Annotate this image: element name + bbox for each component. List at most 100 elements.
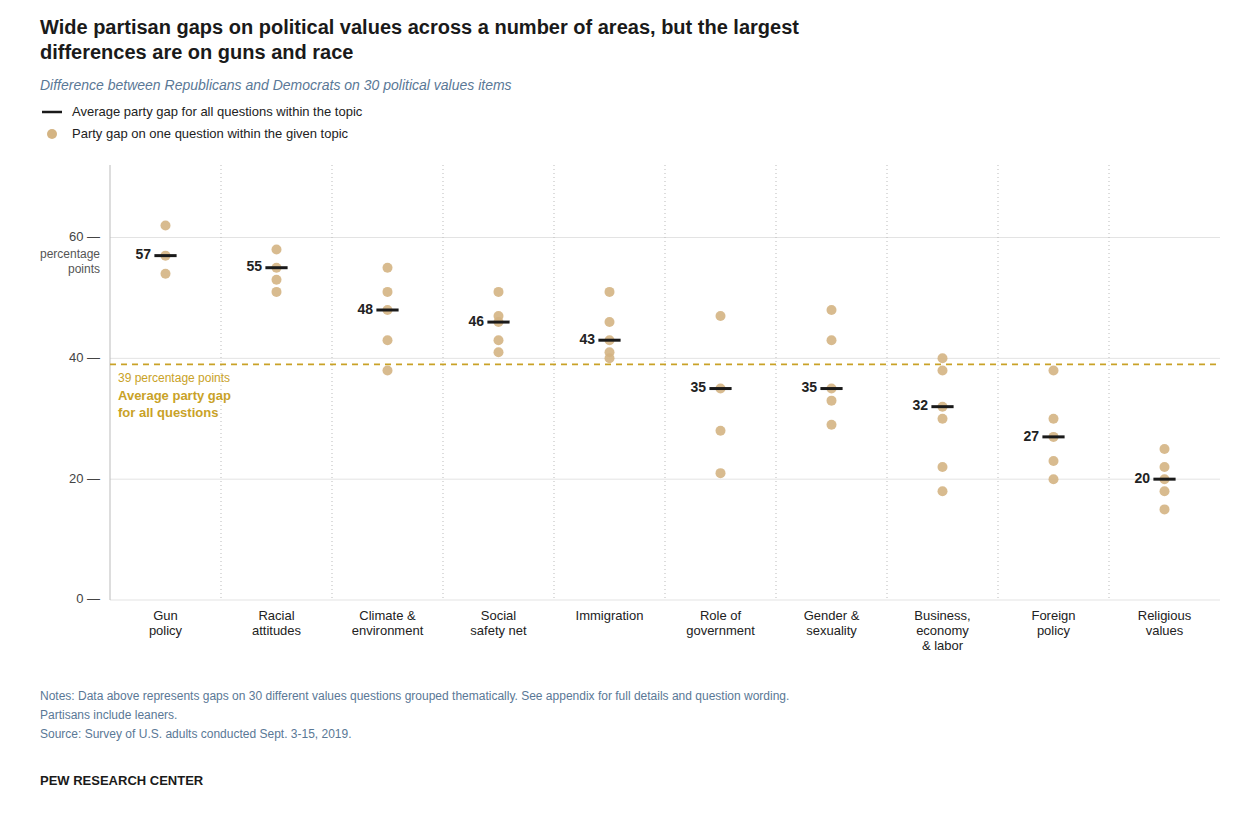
category-separator	[1109, 165, 1110, 600]
y-axis-line	[110, 165, 111, 600]
x-tick-label: Immigration	[576, 608, 644, 623]
x-tick-label: Socialsafety net	[470, 608, 527, 638]
dot	[161, 220, 171, 230]
text-line: values	[1146, 623, 1184, 638]
average-mark	[598, 339, 620, 342]
y-tick-label: 40 —	[69, 350, 100, 365]
note: Source: Survey of U.S. adults conducted …	[40, 727, 352, 741]
text-line: Religious	[1138, 608, 1192, 623]
data-label: 55	[246, 258, 262, 274]
axes: 0 —20 —40 —60 —percentagepointsGunpolicy…	[40, 165, 1220, 653]
x-tick-label: Gunpolicy	[149, 608, 183, 638]
dot	[383, 287, 393, 297]
dot	[1160, 486, 1170, 496]
data-labels: 57554846433535322720	[135, 246, 1150, 486]
legend-label: Average party gap for all questions with…	[72, 104, 363, 119]
average-mark	[154, 254, 176, 257]
text-line: safety net	[470, 623, 527, 638]
category-separator	[665, 165, 666, 600]
source: PEW RESEARCH CENTER	[40, 773, 204, 788]
dot	[494, 335, 504, 345]
text-line: economy	[916, 623, 969, 638]
legend-symbol	[47, 129, 57, 139]
text-line: Racial	[258, 608, 294, 623]
text-line: Wide partisan gaps on political values a…	[40, 16, 799, 38]
text-line: government	[686, 623, 755, 638]
dot	[938, 365, 948, 375]
category-separator	[887, 165, 888, 600]
data-label: 43	[579, 331, 595, 347]
dot	[605, 353, 615, 363]
footer: Notes: Data above represents gaps on 30 …	[40, 689, 789, 788]
x-tick-label: Religiousvalues	[1138, 608, 1192, 638]
dot	[827, 305, 837, 315]
dot	[716, 426, 726, 436]
text-line: Foreign	[1031, 608, 1075, 623]
text-line: attitudes	[252, 623, 302, 638]
x-tick-label: Business,economy& labor	[914, 608, 970, 653]
text-line: Gender &	[804, 608, 860, 623]
text-line: points	[68, 262, 100, 276]
dot	[827, 420, 837, 430]
y-tick-label: 20 —	[69, 471, 100, 486]
x-tick-label: Climate &environment	[352, 608, 424, 638]
average-mark	[376, 309, 398, 312]
average-mark	[487, 321, 509, 324]
dot	[383, 263, 393, 273]
legend-symbol	[42, 111, 62, 114]
text-line: differences are on guns and race	[40, 41, 353, 63]
dot	[1049, 414, 1059, 424]
category-separator	[332, 165, 333, 600]
subtitle: Difference between Republicans and Democ…	[40, 77, 512, 93]
data-label: 27	[1023, 428, 1039, 444]
dot	[1049, 456, 1059, 466]
y-tick-label: 0 —	[76, 591, 100, 606]
text-line: policy	[1037, 623, 1071, 638]
data-label: 32	[912, 397, 928, 413]
dot	[827, 396, 837, 406]
dot	[383, 365, 393, 375]
x-tick-label: Role ofgovernment	[686, 608, 755, 638]
legend: Average party gap for all questions with…	[42, 104, 363, 141]
note: Partisans include leaners.	[40, 708, 177, 722]
average-mark	[820, 387, 842, 390]
x-tick-label: Foreignpolicy	[1031, 608, 1075, 638]
dot	[827, 335, 837, 345]
average-mark	[265, 266, 287, 269]
category-separator	[443, 165, 444, 600]
text-line: Gun	[153, 608, 178, 623]
average-mark	[1153, 478, 1175, 481]
average-mark	[931, 405, 953, 408]
x-tick-label: Racialattitudes	[252, 608, 302, 638]
data-label: 35	[690, 379, 706, 395]
chart: Wide partisan gaps on political values a…	[0, 0, 1244, 819]
text-line: Social	[481, 608, 517, 623]
text-line: Average party gap	[118, 388, 231, 403]
dot	[605, 287, 615, 297]
dot	[1049, 365, 1059, 375]
text-line: sexuality	[806, 623, 857, 638]
text-line: for all questions	[118, 405, 218, 420]
text-line: Role of	[700, 608, 742, 623]
dot	[1049, 474, 1059, 484]
text-line: environment	[352, 623, 424, 638]
category-separator	[998, 165, 999, 600]
dot	[716, 468, 726, 478]
y-axis-label: percentagepoints	[40, 247, 100, 276]
category-separator	[554, 165, 555, 600]
plot-area	[110, 220, 1220, 514]
dot	[1160, 444, 1170, 454]
dot	[938, 353, 948, 363]
dot	[494, 287, 504, 297]
reference-annotation: 39 percentage pointsAverage party gapfor…	[118, 371, 231, 420]
reference-caption: Average party gap for all questions	[118, 388, 231, 420]
data-label: 20	[1134, 470, 1150, 486]
y-tick-label: 60 —	[69, 229, 100, 244]
text-line: Climate &	[359, 608, 416, 623]
text-line: & labor	[922, 638, 964, 653]
data-label: 57	[135, 246, 151, 262]
note: Notes: Data above represents gaps on 30 …	[40, 689, 789, 703]
dot	[1160, 504, 1170, 514]
text-line: percentage	[40, 247, 100, 261]
data-label: 48	[357, 301, 373, 317]
